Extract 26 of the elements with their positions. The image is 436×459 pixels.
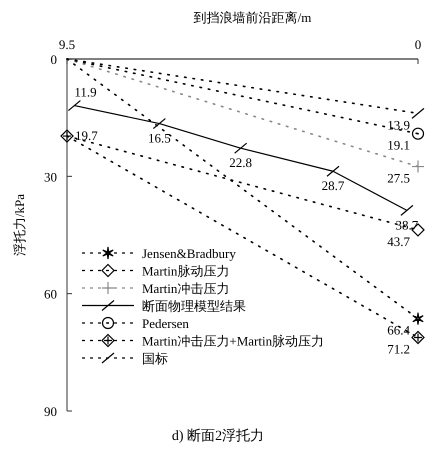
y-tick-label: 90 [44, 404, 57, 419]
legend-label: Martin脉动压力 [142, 264, 230, 278]
legend-label: 断面物理模型结果 [142, 298, 246, 314]
data-label: 28.7 [322, 178, 345, 194]
data-label: 13.9 [387, 117, 410, 132]
data-label: 27.5 [387, 170, 410, 186]
data-label: 19.1 [387, 138, 410, 153]
y-tick-label: 0 [50, 52, 57, 67]
legend-label: Pedersen [142, 316, 190, 331]
x-axis-title: 到挡浪墙前沿距离/m [194, 10, 312, 25]
x-tick-label: 9.5 [58, 37, 76, 52]
y-tick-label: 60 [44, 286, 57, 302]
data-label: 11.9 [74, 84, 97, 100]
y-axis-title: 浮托力/kPa [12, 194, 27, 256]
data-label: 66.4 [387, 322, 410, 338]
text: d) 断面2浮托力 [172, 428, 264, 444]
data-label: 16.5 [148, 130, 171, 146]
legend-label: Jensen&Bradbury [142, 246, 236, 261]
legend-label: 国标 [142, 351, 168, 366]
data-label: 43.7 [387, 234, 410, 249]
data-label: 71.2 [387, 341, 410, 356]
legend-label: Martin冲击压力+Martin脉动压力 [142, 334, 324, 348]
data-label: 22.8 [229, 155, 252, 170]
y-tick-label: 30 [44, 169, 57, 184]
legend-label: Martin冲击压力 [142, 281, 230, 296]
data-label: 19.7 [75, 128, 98, 144]
